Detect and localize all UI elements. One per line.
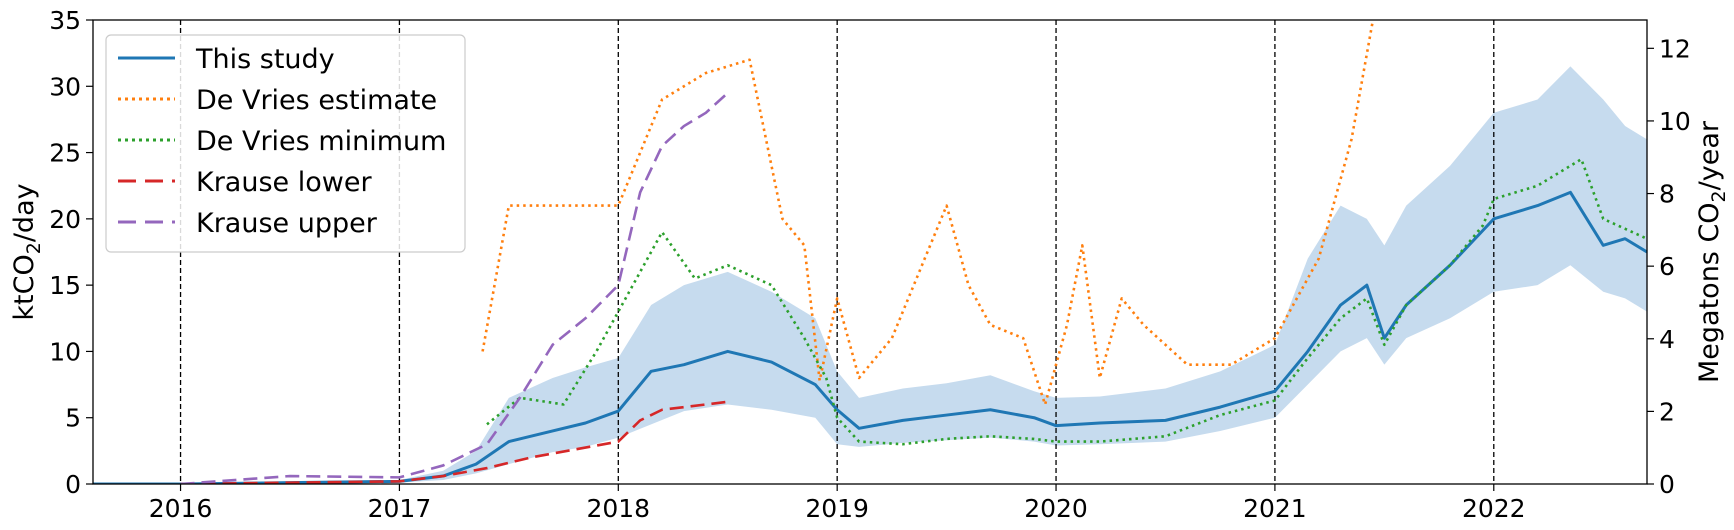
y2-tick-label: 0: [1659, 470, 1675, 499]
uncertainty-band-layer: [93, 66, 1647, 484]
series-line-1: [93, 190, 1647, 484]
y-tick-label: 30: [49, 72, 81, 101]
x-tick-label: 2017: [368, 494, 432, 523]
x-tick-label: 2018: [586, 494, 650, 523]
y2-tick-label: 2: [1659, 397, 1675, 426]
y-tick-label: 15: [49, 271, 81, 300]
y-tick-label: 0: [65, 470, 81, 499]
legend-label: De Vries minimum: [196, 126, 446, 157]
y2-tick-label: 10: [1659, 107, 1691, 136]
y-tick-label: 25: [49, 139, 81, 168]
y2-tick-label: 6: [1659, 252, 1675, 281]
x-tick-label: 2016: [149, 494, 213, 523]
x-tick-label: 2022: [1462, 494, 1526, 523]
series-line-4: [180, 400, 728, 484]
x-tick-label: 2020: [1024, 494, 1088, 523]
y-axis-left: 0 5 10 15 20 25 30 35: [49, 6, 93, 499]
y2-tick-label: 4: [1659, 325, 1675, 354]
legend-label: Krause upper: [196, 208, 378, 239]
series-line-5: [180, 91, 729, 484]
x-axis: 2016 2017 2018 2019 2020 2021 2022: [149, 484, 1526, 523]
legend: This study De Vries estimate De Vries mini…: [105, 34, 466, 253]
uncertainty-band: [93, 66, 1647, 484]
legend-label: This study: [195, 44, 335, 75]
y-tick-label: 35: [49, 6, 81, 35]
x-tick-label: 2021: [1243, 494, 1307, 523]
plot-frame: [92, 19, 1648, 485]
series-line-2: [481, 20, 1375, 406]
y2-tick-label: 12: [1659, 34, 1691, 63]
y-tick-label: 20: [49, 205, 81, 234]
legend-label: Krause lower: [196, 167, 372, 198]
y2-tick-label: 8: [1659, 180, 1675, 209]
y-axis-label-left: ktCO2/day: [9, 183, 45, 320]
series-layer: [93, 20, 1647, 484]
legend-label: De Vries estimate: [196, 85, 437, 116]
y-axis-right: 0 2 4 6 8 10 12: [1647, 34, 1691, 499]
y-axis-label-right: Megatons CO2/year: [1694, 120, 1730, 383]
legend-box: [105, 34, 466, 253]
series-line-3: [486, 157, 1647, 446]
x-tick-label: 2019: [805, 494, 869, 523]
y-tick-label: 10: [49, 337, 81, 366]
y-tick-label: 5: [65, 404, 81, 433]
